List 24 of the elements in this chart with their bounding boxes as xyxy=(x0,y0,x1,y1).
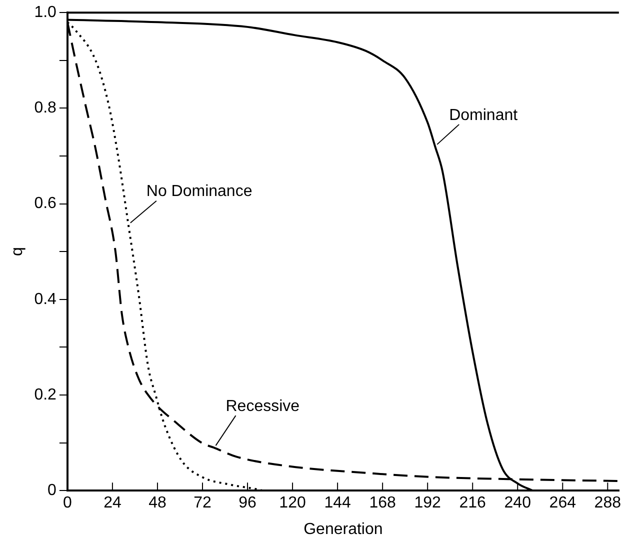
y-tick-label: 0.4 xyxy=(34,290,57,308)
x-tick-label: 96 xyxy=(238,494,257,512)
y-tick-label: 0.6 xyxy=(34,195,57,212)
y-tick-label: 0 xyxy=(48,482,57,500)
x-tick-label: 192 xyxy=(414,494,442,512)
y-tick-label: 0.2 xyxy=(34,386,57,404)
x-tick-label: 72 xyxy=(194,494,212,512)
x-tick-label: 240 xyxy=(504,494,532,512)
x-tick-label: 168 xyxy=(369,494,396,512)
y-tick-label: 0.8 xyxy=(34,100,57,117)
y-axis-title: q xyxy=(9,247,26,256)
x-tick-label: 216 xyxy=(459,494,486,512)
x-axis-title: Generation xyxy=(304,520,383,538)
x-tick-label: 264 xyxy=(549,494,576,512)
x-tick-label: 120 xyxy=(279,494,306,512)
x-tick-label: 24 xyxy=(104,494,122,512)
series-label: Dominant xyxy=(449,106,518,124)
text: Recessive xyxy=(226,398,300,415)
x-tick-label: 288 xyxy=(594,494,622,512)
x-tick-label: 144 xyxy=(324,494,351,512)
x-tick-label: 0 xyxy=(62,494,72,512)
y-tick-label: 1.0 xyxy=(34,4,57,22)
series-label: No Dominance xyxy=(146,183,252,200)
x-tick-label: 48 xyxy=(148,494,166,512)
